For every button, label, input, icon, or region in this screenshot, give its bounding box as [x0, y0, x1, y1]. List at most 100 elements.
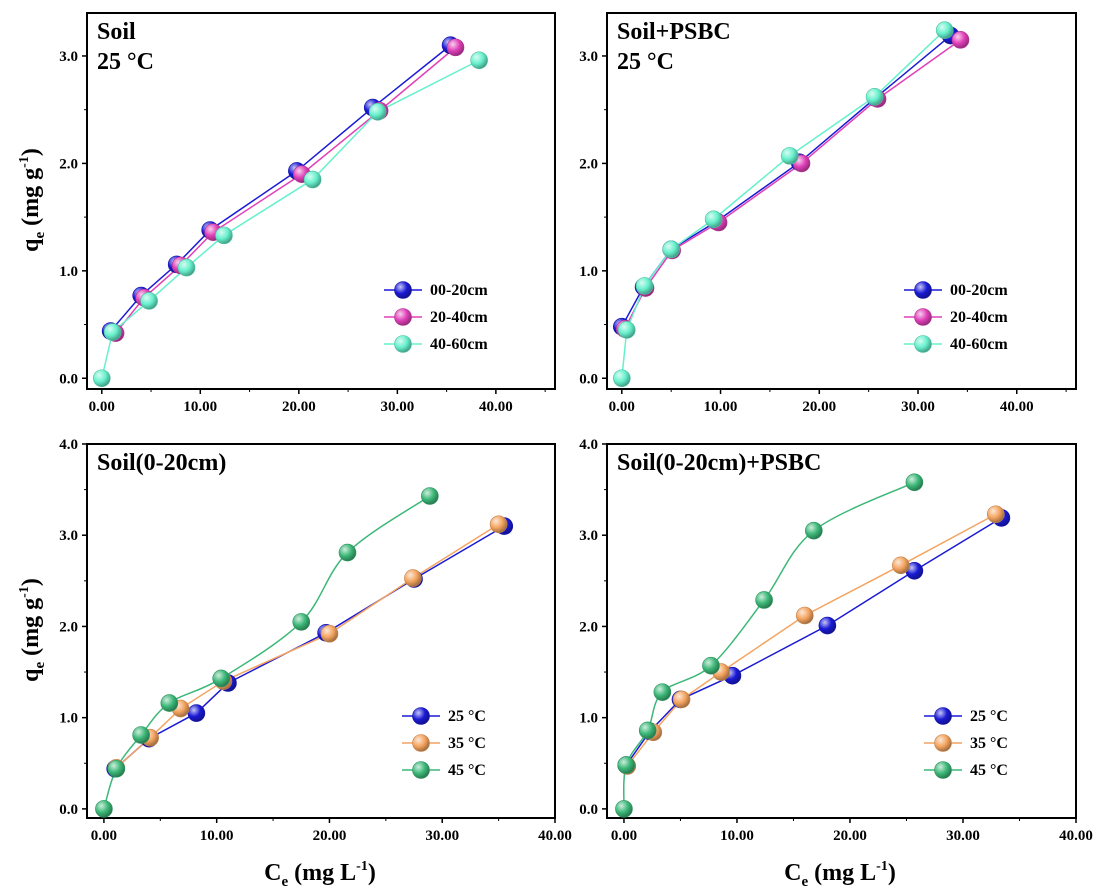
x-axis-label-left: Ce (mg L-1) — [264, 859, 376, 889]
data-point — [320, 624, 339, 643]
legend-label: 20-40cm — [430, 309, 488, 326]
series-line — [625, 517, 1002, 766]
data-point — [404, 569, 422, 587]
data-point — [215, 226, 233, 245]
data-point — [368, 103, 387, 121]
y-tick-label: 0.0 — [579, 802, 598, 818]
y-tick-label: 0.0 — [579, 371, 598, 387]
legend-label: 25 °C — [970, 708, 1008, 725]
x-tick-label: 30.00 — [901, 399, 935, 415]
y-tick-label: 3.0 — [579, 49, 598, 65]
data-point — [187, 704, 206, 722]
x-tick-label: 10.00 — [704, 399, 738, 415]
x-tick-label: 40.00 — [1059, 828, 1093, 844]
data-point — [212, 669, 230, 688]
legend-label: 45 °C — [448, 762, 486, 779]
legend-marker — [914, 308, 932, 326]
series-line — [103, 495, 431, 810]
data-point — [160, 694, 179, 712]
x-axis-label-right: Ce (mg L-1) — [784, 859, 896, 889]
panel-title: Soil+PSBC — [617, 19, 731, 45]
y-tick-label: 2.0 — [59, 156, 78, 172]
series-line — [622, 481, 915, 809]
data-point — [795, 606, 814, 625]
y-tick-label: 0.0 — [59, 371, 78, 387]
y-tick-label: 3.0 — [59, 528, 78, 544]
legend-marker — [412, 761, 430, 779]
y-tick-label: 0.0 — [59, 802, 78, 818]
y-axis-label-top: qe(mg g-1) — [17, 148, 48, 252]
plot-frame — [606, 443, 1077, 819]
panel-title: Soil(0-20cm) — [97, 450, 226, 476]
legend-marker — [934, 761, 952, 779]
x-tick-label: 10.00 — [200, 828, 234, 844]
panel-top-right: 0.00 10.00 20.00 30.00 40.00 0.0 1.0 2.0 3.0 Soil… — [579, 12, 1077, 415]
x-tick-label: 20.00 — [313, 828, 347, 844]
data-point — [421, 487, 439, 505]
panel-title: Soil(0-20cm)+PSBC — [617, 450, 821, 476]
data-point — [638, 721, 657, 740]
data-point — [755, 591, 773, 609]
legend-marker — [412, 707, 430, 725]
y-tick-label: 1.0 — [579, 264, 598, 280]
data-point — [702, 656, 720, 675]
data-point — [935, 21, 954, 39]
data-point — [986, 505, 1005, 524]
panel-bottom-left: 0.00 10.00 20.00 30.00 40.00 0.0 1.0 2.0 3.0 4.0 S… — [59, 437, 572, 844]
data-point — [107, 759, 126, 778]
legend-marker — [394, 335, 412, 353]
x-tick-label: 30.00 — [425, 828, 459, 844]
y-tick-label: 3.0 — [59, 49, 78, 65]
svg-text:qe(mg g-1): qe(mg g-1) — [17, 578, 48, 682]
y-tick-label: 1.0 — [579, 711, 598, 727]
x-tick-label: 0.00 — [611, 828, 637, 844]
y-tick-label: 3.0 — [579, 528, 598, 544]
data-point — [617, 321, 636, 339]
series-line — [101, 59, 480, 379]
legend-label: 20-40cm — [950, 309, 1008, 326]
series-line — [626, 513, 997, 767]
x-tick-label: 40.00 — [538, 828, 572, 844]
plot-frame — [86, 12, 556, 390]
x-tick-label: 20.00 — [833, 828, 867, 844]
panel-title: 25 °C — [97, 49, 154, 75]
svg-text:qe(mg g-1): qe(mg g-1) — [17, 148, 48, 252]
panel-title: 25 °C — [617, 49, 674, 75]
series-line — [115, 523, 500, 769]
x-tick-label: 40.00 — [1000, 399, 1034, 415]
series-line — [114, 525, 505, 770]
legend-marker — [914, 335, 932, 353]
data-point — [92, 369, 111, 388]
x-tick-label: 40.00 — [479, 399, 513, 415]
data-point — [132, 726, 150, 744]
y-tick-label: 4.0 — [579, 437, 598, 453]
x-tick-label: 0.00 — [91, 828, 117, 844]
data-point — [805, 521, 823, 540]
legend-label: 40-60cm — [430, 336, 488, 353]
legend-marker — [394, 308, 412, 326]
y-axis-label-bottom: qe(mg g-1) — [17, 578, 48, 682]
data-point — [672, 690, 691, 709]
data-point — [662, 240, 680, 259]
y-tick-label: 2.0 — [579, 156, 598, 172]
data-point — [635, 277, 654, 295]
data-point — [653, 683, 672, 701]
legend-label: 25 °C — [448, 708, 486, 725]
data-point — [818, 616, 837, 635]
plot-frame — [86, 443, 556, 819]
series-line — [621, 34, 952, 328]
y-tick-label: 1.0 — [59, 264, 78, 280]
data-point — [617, 756, 636, 774]
data-point — [177, 258, 196, 277]
x-tick-label: 20.00 — [802, 399, 836, 415]
legend-marker — [934, 734, 952, 752]
legend-label: 40-60cm — [950, 336, 1008, 353]
data-point — [338, 543, 357, 562]
data-point — [470, 51, 488, 70]
legend-label: 00-20cm — [950, 282, 1008, 299]
data-point — [892, 556, 910, 575]
data-point — [780, 147, 799, 165]
panel-bottom-right: 0.00 10.00 20.00 30.00 40.00 0.0 1.0 2.0 3.0 4.0 S… — [579, 437, 1093, 844]
data-point — [303, 170, 322, 189]
